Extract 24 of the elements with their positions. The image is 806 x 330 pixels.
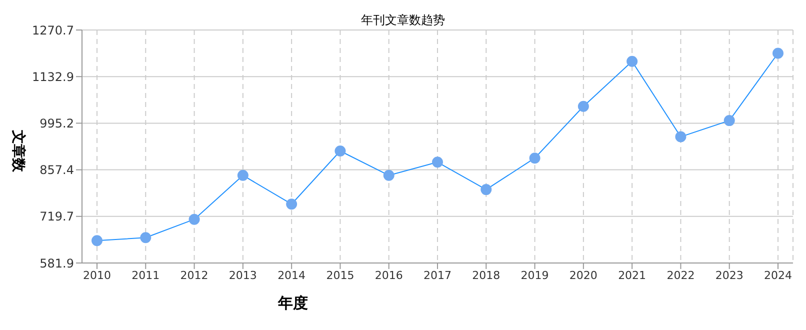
y-tick-label: 719.7	[40, 210, 74, 224]
x-tick-label: 2015	[326, 268, 354, 282]
x-tick-label: 2016	[374, 268, 403, 282]
y-tick-label: 995.2	[40, 116, 74, 130]
y-tick-label: 857.4	[40, 163, 74, 178]
x-tick-label: 2022	[666, 268, 695, 282]
x-tick-label: 2014	[278, 268, 306, 282]
x-tick-label: 2024	[764, 268, 792, 282]
x-axis-title: 年度	[278, 294, 308, 313]
y-axis-title: 文章数	[9, 129, 27, 174]
x-tick-label: 2017	[424, 268, 452, 282]
x-tick-label: 2018	[472, 268, 500, 282]
y-tick-label: 581.9	[40, 256, 74, 270]
y-tick-label: 1270.7	[32, 23, 74, 38]
x-tick-label: 2010	[83, 268, 111, 282]
x-tick-label: 2011	[132, 268, 160, 282]
chart-title: 年刊文章数趋势	[361, 13, 445, 27]
x-tick-label: 2019	[520, 268, 549, 282]
x-tick-label: 2012	[180, 268, 208, 282]
x-tick-label: 2021	[618, 268, 646, 282]
x-tick-label: 2023	[715, 268, 744, 282]
x-tick-label: 2013	[228, 268, 257, 282]
x-tick-label: 2020	[569, 268, 598, 282]
y-tick-label: 1132.9	[32, 70, 74, 84]
